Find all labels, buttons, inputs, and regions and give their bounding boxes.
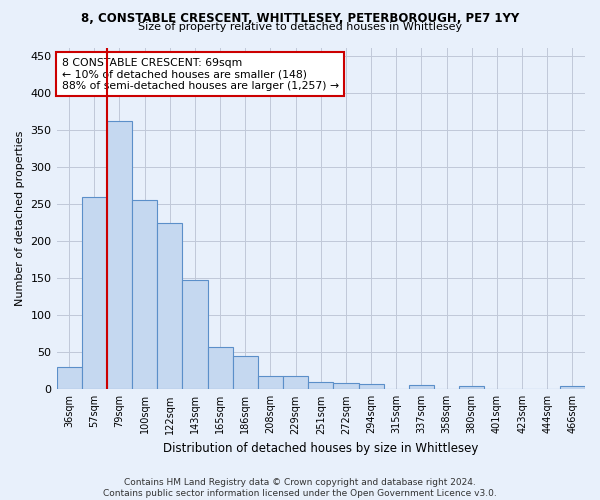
Text: Size of property relative to detached houses in Whittlesey: Size of property relative to detached ho…	[138, 22, 462, 32]
Bar	[459, 386, 484, 390]
Bar	[82, 197, 107, 390]
Bar	[182, 280, 208, 390]
Text: 8, CONSTABLE CRESCENT, WHITTLESEY, PETERBOROUGH, PE7 1YY: 8, CONSTABLE CRESCENT, WHITTLESEY, PETER…	[81, 12, 519, 26]
Bar	[258, 376, 283, 390]
Bar	[132, 200, 157, 390]
Bar	[233, 356, 258, 390]
X-axis label: Distribution of detached houses by size in Whittlesey: Distribution of detached houses by size …	[163, 442, 478, 455]
Bar	[208, 347, 233, 390]
Bar	[308, 382, 334, 390]
Bar	[283, 376, 308, 390]
Bar	[560, 386, 585, 390]
Bar	[157, 223, 182, 390]
Bar	[334, 382, 359, 390]
Y-axis label: Number of detached properties: Number of detached properties	[15, 130, 25, 306]
Text: 8 CONSTABLE CRESCENT: 69sqm
← 10% of detached houses are smaller (148)
88% of se: 8 CONSTABLE CRESCENT: 69sqm ← 10% of det…	[62, 58, 339, 91]
Bar	[409, 385, 434, 390]
Bar	[107, 122, 132, 390]
Text: Contains HM Land Registry data © Crown copyright and database right 2024.
Contai: Contains HM Land Registry data © Crown c…	[103, 478, 497, 498]
Bar	[56, 367, 82, 390]
Bar	[359, 384, 383, 390]
